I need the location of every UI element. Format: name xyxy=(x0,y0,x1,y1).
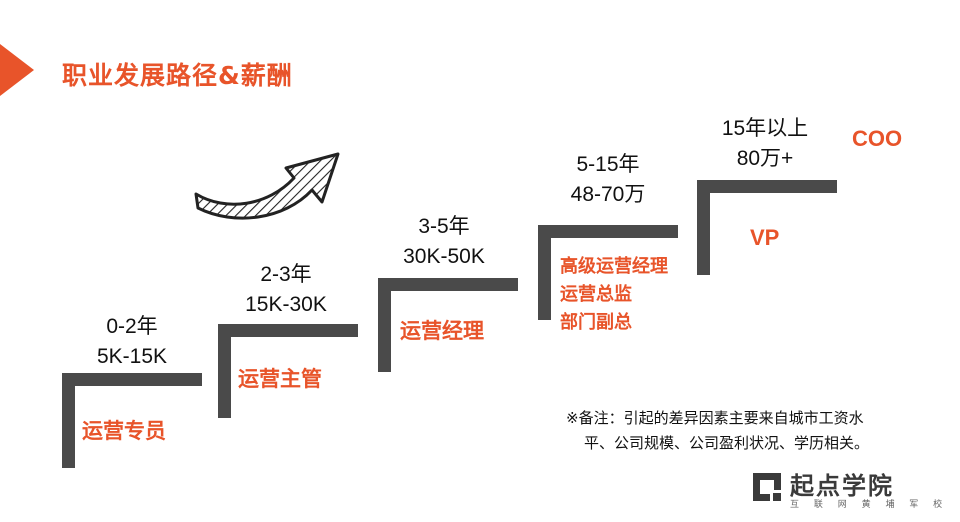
top-role: COO xyxy=(852,126,903,151)
note-line-2: 平、公司规模、公司盈利状况、学历相关。 xyxy=(584,434,870,452)
step-4-vertical xyxy=(538,225,551,320)
note: ※备注：引起的差异因素主要来自城市工资水 平、公司规模、公司盈利状况、学历相关。 xyxy=(566,406,946,456)
stage-4-role-2: 运营总监 xyxy=(560,284,632,305)
step-5-horizontal xyxy=(697,180,837,193)
page-title: 职业发展路径&薪酬 xyxy=(62,61,293,90)
stage-5-role: VP xyxy=(750,225,780,250)
stage-2-salary: 15K-30K xyxy=(245,293,327,316)
step-4-horizontal xyxy=(538,225,678,238)
stage-5-info: 15年以上 80万+ xyxy=(700,114,830,174)
stage-5-years: 15年以上 xyxy=(721,117,809,140)
step-2-vertical xyxy=(218,324,231,418)
step-3-vertical xyxy=(378,278,391,372)
stage-3-years: 3-5年 xyxy=(418,215,470,238)
stage-2-years: 2-3年 xyxy=(260,263,312,286)
brand-tagline: 互 联 网 黄 埔 军 校 xyxy=(790,500,949,510)
step-5-vertical xyxy=(697,180,710,275)
stage-4-years: 5-15年 xyxy=(576,153,640,176)
stage-3-info: 3-5年 30K-50K xyxy=(384,212,504,272)
stage-3-salary: 30K-50K xyxy=(403,245,485,268)
step-3-horizontal xyxy=(378,278,518,291)
stage-1-info: 0-2年 5K-15K xyxy=(72,312,192,372)
stage-4-salary: 48-70万 xyxy=(570,183,646,206)
curved-arrow-icon xyxy=(194,152,340,220)
note-line-1: ※备注：引起的差异因素主要来自城市工资水 xyxy=(566,409,864,427)
stage-5-salary: 80万+ xyxy=(736,147,794,170)
stage-2-role: 运营主管 xyxy=(238,367,322,391)
stage-1-salary: 5K-15K xyxy=(96,345,168,368)
stage-4-role-3: 部门副总 xyxy=(560,312,632,333)
step-1-vertical xyxy=(62,373,75,468)
orange-triangle-icon xyxy=(0,44,34,96)
stage-4-info: 5-15年 48-70万 xyxy=(548,150,668,210)
stage-4-role-1: 高级运营经理 xyxy=(560,256,668,277)
brand-logo-icon xyxy=(753,473,781,501)
step-2-horizontal xyxy=(218,324,358,337)
stage-1-years: 0-2年 xyxy=(106,315,158,338)
stage-3-role: 运营经理 xyxy=(400,319,484,343)
step-1-horizontal xyxy=(62,373,202,386)
brand-name: 起点学院 xyxy=(790,472,894,500)
stage-2-info: 2-3年 15K-30K xyxy=(226,260,346,320)
stage-1-role: 运营专员 xyxy=(82,419,166,443)
